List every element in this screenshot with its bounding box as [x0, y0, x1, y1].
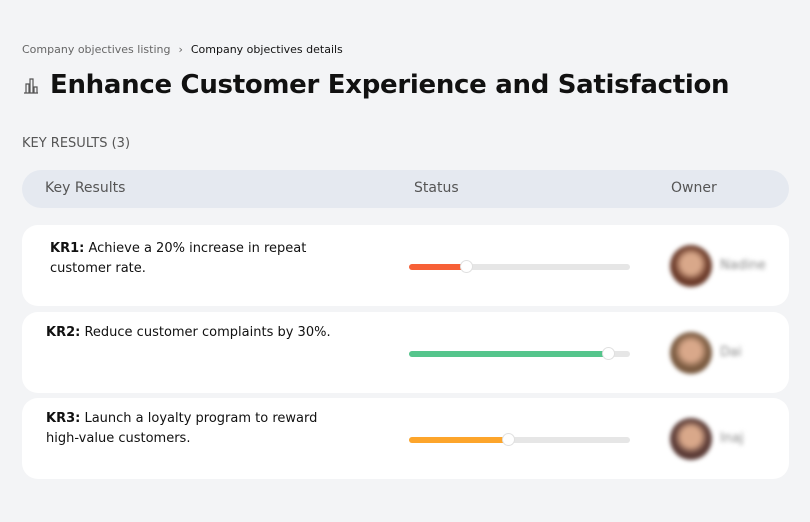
breadcrumb-current: Company objectives details: [190, 43, 343, 56]
table-row[interactable]: KR1: Achieve a 20% increase in repeat cu…: [22, 225, 789, 306]
owner-avatar: [670, 245, 712, 287]
key-result-text: KR2: Reduce customer complaints by 30%.: [46, 323, 336, 343]
owner-name: Inaj: [720, 431, 744, 446]
progress-fill: [409, 437, 509, 443]
progress-bar[interactable]: [409, 260, 630, 273]
page-header: Enhance Customer Experience and Satisfac…: [22, 70, 730, 100]
table-header: Key Results Status Owner: [22, 170, 789, 208]
column-header-key-results: Key Results: [45, 180, 126, 196]
progress-handle[interactable]: [502, 433, 516, 446]
breadcrumb-separator: ›: [178, 43, 183, 56]
key-result-description: Launch a loyalty program to reward high-…: [46, 411, 318, 446]
owner-avatar: [670, 332, 712, 374]
breadcrumb-parent-link[interactable]: Company objectives listing: [22, 43, 171, 56]
key-result-description: Achieve a 20% increase in repeat custome…: [50, 241, 307, 276]
key-result-text: KR3: Launch a loyalty program to reward …: [46, 409, 336, 449]
owner-avatar: [670, 418, 712, 460]
progress-bar[interactable]: [409, 347, 630, 360]
building-icon: [24, 78, 38, 94]
key-result-description: Reduce customer complaints by 30%.: [84, 325, 331, 340]
page-title: Enhance Customer Experience and Satisfac…: [50, 70, 730, 100]
progress-fill: [409, 351, 608, 357]
owner-name: Nadine: [720, 258, 766, 273]
progress-bar[interactable]: [409, 433, 630, 446]
section-label: KEY RESULTS (3): [22, 136, 131, 151]
table-row[interactable]: KR3: Launch a loyalty program to reward …: [22, 398, 789, 479]
key-result-code: KR1:: [50, 241, 85, 256]
progress-fill: [409, 264, 467, 270]
owner-name: Dai: [720, 345, 742, 360]
key-result-code: KR2:: [46, 325, 81, 340]
column-header-status: Status: [414, 180, 459, 196]
key-result-code: KR3:: [46, 411, 81, 426]
breadcrumb: Company objectives listing › Company obj…: [22, 43, 343, 56]
progress-handle[interactable]: [460, 260, 474, 273]
table-row[interactable]: KR2: Reduce customer complaints by 30%. …: [22, 312, 789, 393]
progress-handle[interactable]: [601, 347, 615, 360]
key-result-text: KR1: Achieve a 20% increase in repeat cu…: [50, 239, 340, 279]
column-header-owner: Owner: [671, 180, 717, 196]
